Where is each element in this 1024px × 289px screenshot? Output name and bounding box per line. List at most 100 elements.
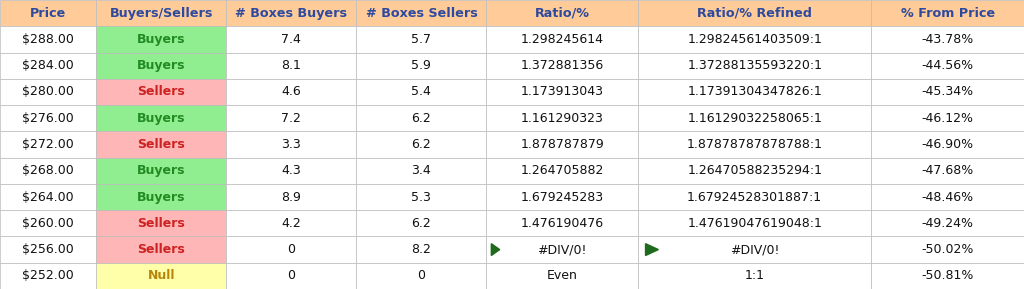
Text: $276.00: $276.00 — [23, 112, 74, 125]
Bar — [0, 105, 96, 131]
Text: 1.679245283: 1.679245283 — [520, 190, 604, 203]
Text: 1.67924528301887:1: 1.67924528301887:1 — [687, 190, 822, 203]
Text: # Boxes Buyers: # Boxes Buyers — [236, 7, 347, 20]
Text: 5.4: 5.4 — [412, 86, 431, 99]
Bar — [486, 79, 638, 105]
Text: $260.00: $260.00 — [23, 217, 74, 230]
Text: $256.00: $256.00 — [23, 243, 74, 256]
Text: $288.00: $288.00 — [23, 33, 74, 46]
Bar — [96, 79, 226, 105]
Text: 1:1: 1:1 — [744, 269, 765, 282]
Text: 1.173913043: 1.173913043 — [520, 86, 604, 99]
Text: 0: 0 — [288, 269, 295, 282]
Bar — [638, 158, 871, 184]
Text: $264.00: $264.00 — [23, 190, 74, 203]
Bar — [356, 53, 486, 79]
Text: 1.878787879: 1.878787879 — [520, 138, 604, 151]
Text: -49.24%: -49.24% — [922, 217, 974, 230]
Bar — [96, 263, 226, 289]
Bar — [486, 131, 638, 158]
Bar — [226, 26, 356, 53]
Bar — [486, 184, 638, 210]
Text: -46.12%: -46.12% — [922, 112, 974, 125]
Bar — [356, 26, 486, 53]
Bar — [486, 263, 638, 289]
Text: Null: Null — [147, 269, 175, 282]
Text: 3.3: 3.3 — [282, 138, 301, 151]
Text: $268.00: $268.00 — [23, 164, 74, 177]
Bar — [0, 263, 96, 289]
Bar — [638, 131, 871, 158]
Text: -50.81%: -50.81% — [922, 269, 974, 282]
Text: -50.02%: -50.02% — [922, 243, 974, 256]
Text: #DIV/0!: #DIV/0! — [538, 243, 587, 256]
Bar — [96, 236, 226, 263]
Bar — [486, 158, 638, 184]
Bar — [486, 236, 638, 263]
Bar — [871, 263, 1024, 289]
Bar — [638, 105, 871, 131]
Text: Buyers: Buyers — [137, 112, 185, 125]
Text: 1.47619047619048:1: 1.47619047619048:1 — [687, 217, 822, 230]
Text: 4.6: 4.6 — [282, 86, 301, 99]
Bar — [0, 210, 96, 236]
Bar — [638, 184, 871, 210]
Bar — [96, 26, 226, 53]
Bar — [96, 131, 226, 158]
Text: 6.2: 6.2 — [412, 138, 431, 151]
Text: Buyers: Buyers — [137, 190, 185, 203]
Bar — [0, 184, 96, 210]
Text: $284.00: $284.00 — [23, 59, 74, 72]
Bar — [356, 210, 486, 236]
Text: Buyers: Buyers — [137, 164, 185, 177]
Text: 1.298245614: 1.298245614 — [520, 33, 604, 46]
Polygon shape — [645, 244, 658, 255]
Bar — [226, 0, 356, 26]
Text: -47.68%: -47.68% — [922, 164, 974, 177]
Bar — [638, 0, 871, 26]
Text: Price: Price — [30, 7, 67, 20]
Text: -46.90%: -46.90% — [922, 138, 974, 151]
Bar — [356, 131, 486, 158]
Text: 3.4: 3.4 — [412, 164, 431, 177]
Bar — [871, 79, 1024, 105]
Text: -43.78%: -43.78% — [922, 33, 974, 46]
Text: 7.2: 7.2 — [282, 112, 301, 125]
Bar — [871, 26, 1024, 53]
Bar — [226, 210, 356, 236]
Bar — [486, 53, 638, 79]
Bar — [96, 158, 226, 184]
Text: 1.37288135593220:1: 1.37288135593220:1 — [687, 59, 822, 72]
Bar — [638, 263, 871, 289]
Bar — [0, 53, 96, 79]
Bar — [486, 26, 638, 53]
Text: 5.7: 5.7 — [412, 33, 431, 46]
Bar — [226, 158, 356, 184]
Text: % From Price: % From Price — [901, 7, 994, 20]
Bar — [226, 53, 356, 79]
Text: $272.00: $272.00 — [23, 138, 74, 151]
Bar — [96, 105, 226, 131]
Text: Ratio/%: Ratio/% — [535, 7, 590, 20]
Text: 8.9: 8.9 — [282, 190, 301, 203]
Bar — [96, 184, 226, 210]
Text: # Boxes Sellers: # Boxes Sellers — [366, 7, 477, 20]
Text: Buyers: Buyers — [137, 59, 185, 72]
Text: #DIV/0!: #DIV/0! — [730, 243, 779, 256]
Text: Sellers: Sellers — [137, 138, 185, 151]
Text: 8.1: 8.1 — [282, 59, 301, 72]
Bar — [638, 26, 871, 53]
Bar — [638, 79, 871, 105]
Bar — [638, 53, 871, 79]
Bar — [356, 184, 486, 210]
Text: $280.00: $280.00 — [23, 86, 74, 99]
Text: Buyers/Sellers: Buyers/Sellers — [110, 7, 213, 20]
Bar — [486, 105, 638, 131]
Bar — [226, 184, 356, 210]
Text: 0: 0 — [418, 269, 425, 282]
Bar — [356, 158, 486, 184]
Text: 1.29824561403509:1: 1.29824561403509:1 — [687, 33, 822, 46]
Bar — [0, 26, 96, 53]
Text: Ratio/% Refined: Ratio/% Refined — [697, 7, 812, 20]
Bar — [871, 158, 1024, 184]
